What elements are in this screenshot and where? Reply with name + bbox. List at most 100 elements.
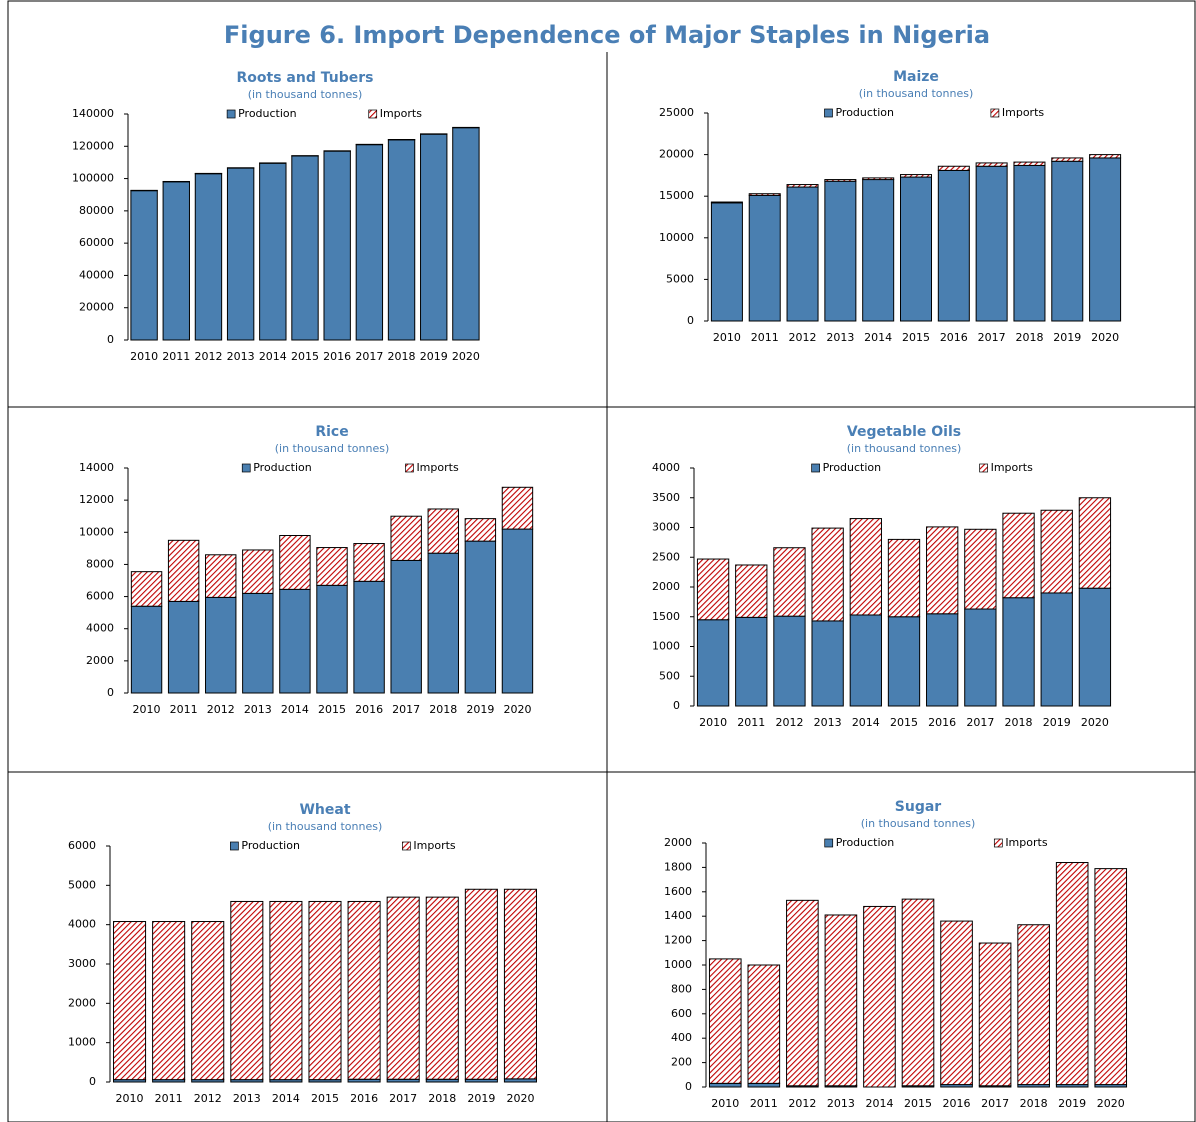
bar	[735, 564, 768, 618]
bar	[353, 580, 385, 694]
x-tick-label: 2011	[162, 350, 190, 363]
bar	[130, 605, 163, 694]
y-tick-label: 3500	[652, 491, 680, 504]
chart-subtitle: (in thousand tonnes)	[248, 88, 363, 101]
y-tick-label: 120000	[72, 139, 114, 152]
bar	[862, 177, 895, 181]
bar	[162, 181, 190, 341]
x-tick-label: 2016	[323, 350, 351, 363]
x-tick-label: 2013	[814, 716, 842, 729]
bar	[390, 559, 422, 694]
bar	[1013, 161, 1046, 166]
bar	[323, 150, 351, 341]
bar	[899, 174, 933, 178]
y-tick-label: 800	[671, 982, 692, 995]
bar	[811, 527, 844, 622]
bar	[710, 201, 743, 204]
bar	[926, 613, 959, 707]
bar	[387, 139, 416, 341]
y-tick-label: 10000	[659, 231, 694, 244]
bar	[1040, 509, 1073, 594]
x-tick-label: 2011	[155, 1092, 183, 1105]
x-tick-label: 2015	[291, 350, 319, 363]
legend-label: Production	[836, 836, 895, 849]
y-tick-label: 0	[107, 333, 114, 346]
bar	[194, 173, 223, 341]
x-tick-label: 2012	[207, 703, 235, 716]
y-tick-label: 40000	[79, 268, 114, 281]
y-tick-label: 0	[685, 1080, 692, 1093]
legend-label: Production	[835, 106, 894, 119]
x-tick-label: 2014	[864, 331, 892, 344]
x-tick-label: 2014	[259, 350, 287, 363]
legend-label: Imports	[413, 839, 456, 852]
legend-swatch	[241, 463, 251, 473]
bar	[1089, 154, 1122, 159]
x-tick-label: 2016	[350, 1092, 378, 1105]
y-tick-label: 1600	[664, 885, 692, 898]
y-tick-label: 600	[671, 1007, 692, 1020]
y-tick-label: 20000	[79, 301, 114, 314]
bar	[1089, 157, 1122, 322]
x-tick-label: 2017	[966, 716, 994, 729]
chart-title: Vegetable Oils	[847, 424, 961, 440]
bar	[824, 914, 858, 1087]
bar	[862, 179, 895, 322]
x-tick-label: 2010	[133, 703, 161, 716]
bar	[427, 508, 459, 554]
x-tick-label: 2018	[1005, 716, 1033, 729]
x-tick-label: 2019	[467, 1092, 495, 1105]
bar	[926, 526, 959, 615]
x-tick-label: 2020	[1097, 1097, 1125, 1110]
frame	[7, 0, 1196, 1122]
x-tick-label: 2014	[852, 716, 880, 729]
x-tick-label: 2019	[1058, 1097, 1086, 1110]
y-tick-label: 3000	[68, 957, 96, 970]
y-tick-label: 2000	[664, 836, 692, 849]
bar	[696, 558, 730, 621]
y-tick-label: 100000	[72, 172, 114, 185]
legend-swatch	[402, 841, 411, 851]
x-tick-label: 2018	[1020, 1097, 1048, 1110]
bar	[964, 608, 997, 707]
bar	[1051, 157, 1084, 162]
y-tick-label: 5000	[666, 272, 694, 285]
y-tick-label: 400	[671, 1031, 692, 1044]
x-tick-label: 2010	[711, 1097, 739, 1110]
bar	[386, 896, 420, 1080]
bar	[130, 190, 158, 341]
legend-swatch	[368, 109, 378, 119]
bar	[978, 942, 1012, 1087]
bar	[464, 518, 497, 542]
y-tick-label: 2000	[652, 580, 680, 593]
x-tick-label: 2017	[355, 350, 383, 363]
y-tick-label: 500	[659, 669, 680, 682]
bar	[849, 614, 882, 707]
bar	[1078, 497, 1112, 589]
bar	[748, 193, 781, 196]
bar	[242, 549, 274, 594]
y-tick-label: 0	[89, 1075, 96, 1088]
bar	[940, 920, 973, 1086]
bar	[308, 900, 342, 1081]
bar	[773, 615, 806, 707]
x-tick-label: 2010	[116, 1092, 144, 1105]
y-tick-label: 20000	[659, 148, 694, 161]
bar	[347, 900, 381, 1080]
bar	[152, 921, 186, 1081]
x-tick-label: 2019	[466, 703, 494, 716]
x-tick-label: 2012	[788, 1097, 816, 1110]
chart-title: Wheat	[299, 802, 350, 818]
legend-swatch	[824, 108, 833, 118]
bar	[427, 552, 459, 694]
x-tick-label: 2015	[890, 716, 918, 729]
x-tick-label: 2014	[272, 1092, 300, 1105]
y-tick-label: 2000	[68, 996, 96, 1009]
bar	[710, 202, 743, 322]
bar	[1078, 587, 1112, 707]
bar	[230, 900, 264, 1081]
y-tick-label: 12000	[79, 493, 114, 506]
legend-swatch	[824, 838, 834, 848]
x-tick-label: 2012	[775, 716, 803, 729]
y-tick-label: 3000	[652, 521, 680, 534]
